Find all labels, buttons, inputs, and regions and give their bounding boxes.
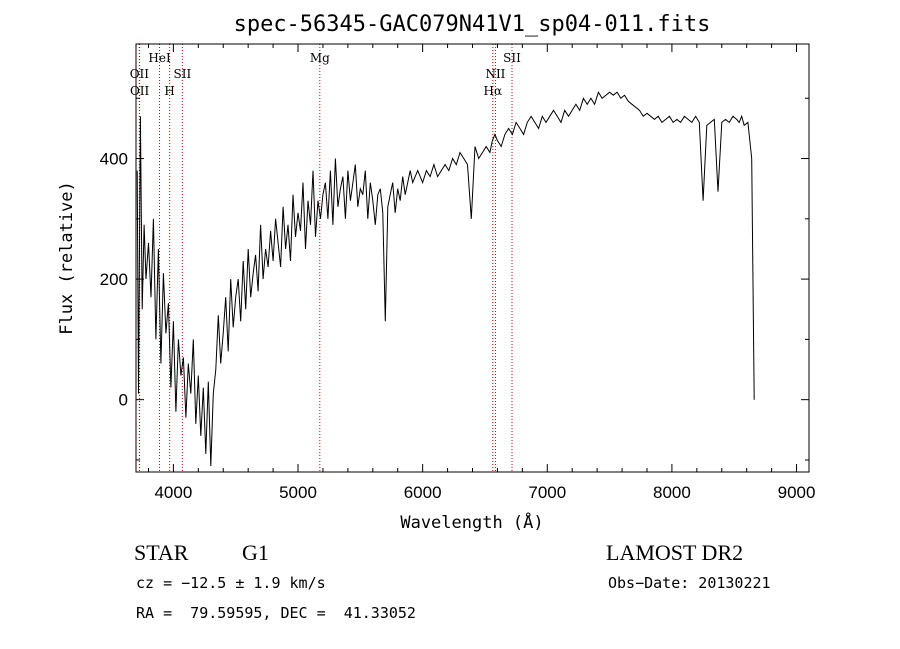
spectral-line-label: SII xyxy=(174,67,192,81)
x-tick-label: 6000 xyxy=(404,483,442,502)
observation-date: Obs−Date: 20130221 xyxy=(608,574,771,592)
x-tick-label: 9000 xyxy=(778,483,816,502)
x-axis-label: Wavelength (Å) xyxy=(400,511,543,533)
sky-coordinates: RA = 79.59595, DEC = 41.33052 xyxy=(136,604,416,622)
plot-frame xyxy=(135,43,810,473)
spectral-line-label: HeI xyxy=(148,51,171,65)
object-subclass: G1 xyxy=(242,540,269,565)
x-axis-ticks: 4000 5000 6000 7000 8000 9000 xyxy=(147,44,816,502)
x-tick-label: 7000 xyxy=(528,483,566,502)
x-tick-label: 4000 xyxy=(154,483,192,502)
spectral-line-label: SII xyxy=(503,51,521,65)
spectral-line-label: OII xyxy=(130,84,150,98)
object-type: STAR xyxy=(134,540,189,565)
chart-title: spec-56345-GAC079N41V1_sp04-011.fits xyxy=(234,12,711,37)
y-axis-label: Flux (relative) xyxy=(57,181,77,335)
spectral-line-label: H xyxy=(164,84,174,98)
survey-name: LAMOST DR2 xyxy=(606,540,744,565)
spectral-line-label: Mg xyxy=(310,51,330,65)
y-tick-label: 200 xyxy=(100,270,128,289)
x-tick-label: 8000 xyxy=(653,483,691,502)
spectral-line-label: Hα xyxy=(484,84,503,98)
y-tick-label: 400 xyxy=(100,150,128,169)
x-tick-label: 5000 xyxy=(279,483,317,502)
y-tick-label: 0 xyxy=(119,391,128,410)
redshift-velocity: cz = −12.5 ± 1.9 km/s xyxy=(136,574,326,592)
spectrum-series-line xyxy=(136,90,755,467)
y-axis-ticks: 0 200 400 xyxy=(100,97,809,461)
spectral-line-label: NII xyxy=(485,67,505,81)
